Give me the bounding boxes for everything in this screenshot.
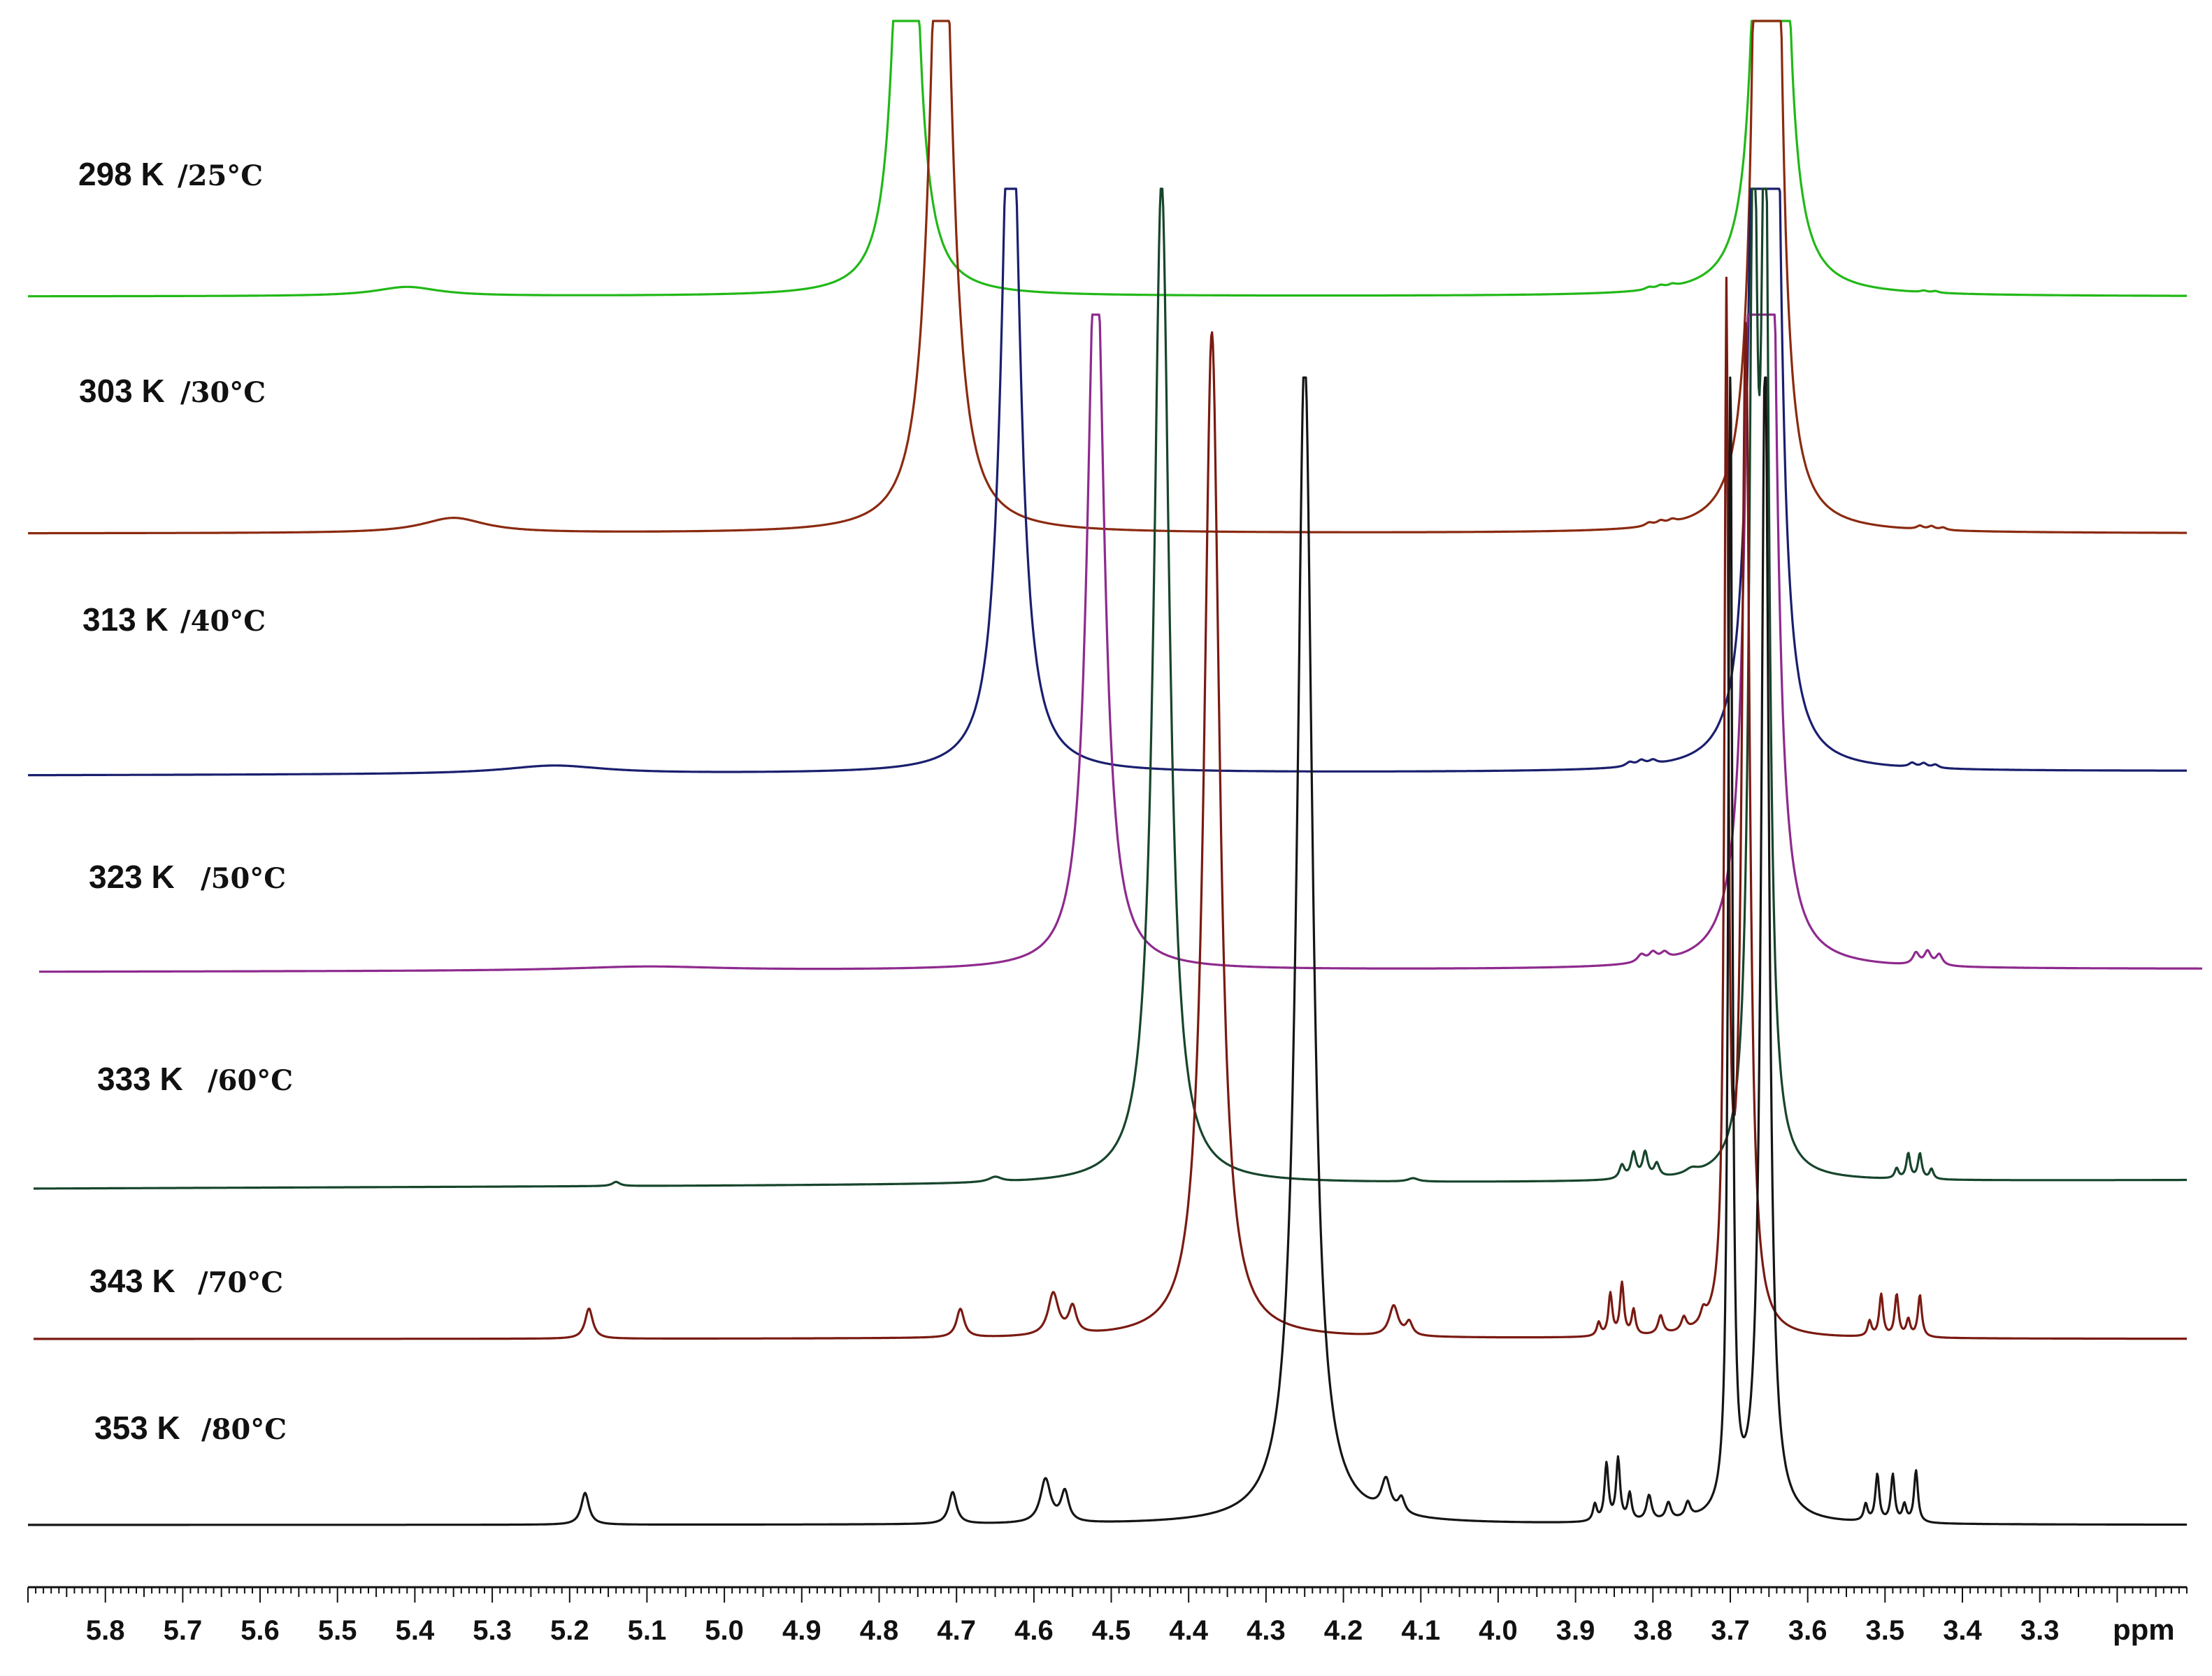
- temperature-label-c: /60°C: [208, 1064, 293, 1097]
- tick-label: 5.5: [318, 1615, 357, 1646]
- ppm-axis: 5.8 5.7 5.6 5.5 5.4 5.3 5.2 5.1 5.0 4.9 4.8 4.7 4.6 4…: [27, 1586, 2188, 1646]
- tick-label: 3.9: [1556, 1615, 1595, 1646]
- tick-label: 4.3: [1247, 1615, 1286, 1646]
- x-axis-unit-label: ppm: [2113, 1613, 2175, 1646]
- tick-label: 3.6: [1788, 1615, 1827, 1646]
- temperature-label-k: 303 K: [79, 373, 165, 409]
- temperature-label-c: /25°C: [178, 159, 263, 192]
- temperature-labels: 298 K/25°C 303 K/30°C 313 K/40°C 323 K/50°C…: [78, 156, 293, 1446]
- spectrum-trace-323-k: [38, 313, 2203, 973]
- tick-label: 5.8: [86, 1615, 125, 1646]
- temperature-label-c: /70°C: [198, 1266, 283, 1299]
- temperature-label-k: 343 K: [89, 1263, 175, 1299]
- temperature-label-k: 333 K: [97, 1061, 183, 1097]
- tick-label: 5.4: [396, 1615, 435, 1646]
- tick-label: 5.7: [164, 1615, 203, 1646]
- tick-label: 5.1: [628, 1615, 667, 1646]
- temperature-label-k: 323 K: [89, 859, 175, 895]
- temperature-label-c: /40°C: [180, 605, 266, 638]
- spectrum-trace-343-k: [33, 276, 2188, 1340]
- tick-label: 3.5: [1865, 1615, 1904, 1646]
- temperature-label-c: /30°C: [180, 376, 266, 409]
- temperature-label-c: /80°C: [201, 1413, 287, 1446]
- tick-label: 3.8: [1633, 1615, 1672, 1646]
- tick-label: 5.6: [240, 1615, 280, 1646]
- tick-label: 4.7: [937, 1615, 976, 1646]
- spectrum-trace-313-k: [27, 187, 2188, 777]
- spectrum-trace-353-k: [27, 376, 2188, 1526]
- tick-label: 4.4: [1169, 1615, 1208, 1646]
- temperature-label-c: /50°C: [201, 862, 286, 895]
- tick-label: 3.4: [1943, 1615, 1982, 1646]
- spectra-traces: [27, 20, 2203, 1526]
- tick-label: 5.3: [473, 1615, 512, 1646]
- tick-label: 4.2: [1324, 1615, 1363, 1646]
- tick-label: 4.1: [1401, 1615, 1440, 1646]
- spectrum-trace-303-k: [27, 20, 2188, 535]
- tick-label: 4.0: [1479, 1615, 1518, 1646]
- temperature-label-k: 353 K: [94, 1410, 180, 1446]
- tick-label: 4.8: [860, 1615, 899, 1646]
- tick-label: 4.5: [1092, 1615, 1131, 1646]
- tick-label: 5.0: [705, 1615, 744, 1646]
- tick-label: 3.3: [2020, 1615, 2060, 1646]
- temperature-label-k: 313 K: [82, 601, 168, 638]
- axis-ticks: [27, 1587, 2188, 1603]
- tick-label: 5.2: [550, 1615, 589, 1646]
- tick-label: 4.9: [782, 1615, 821, 1646]
- temperature-label-k: 298 K: [78, 156, 164, 192]
- spectrum-trace-333-k: [33, 187, 2188, 1190]
- tick-label: 3.7: [1711, 1615, 1750, 1646]
- tick-label: 4.6: [1014, 1615, 1054, 1646]
- spectrum-trace-298-k: [27, 20, 2188, 298]
